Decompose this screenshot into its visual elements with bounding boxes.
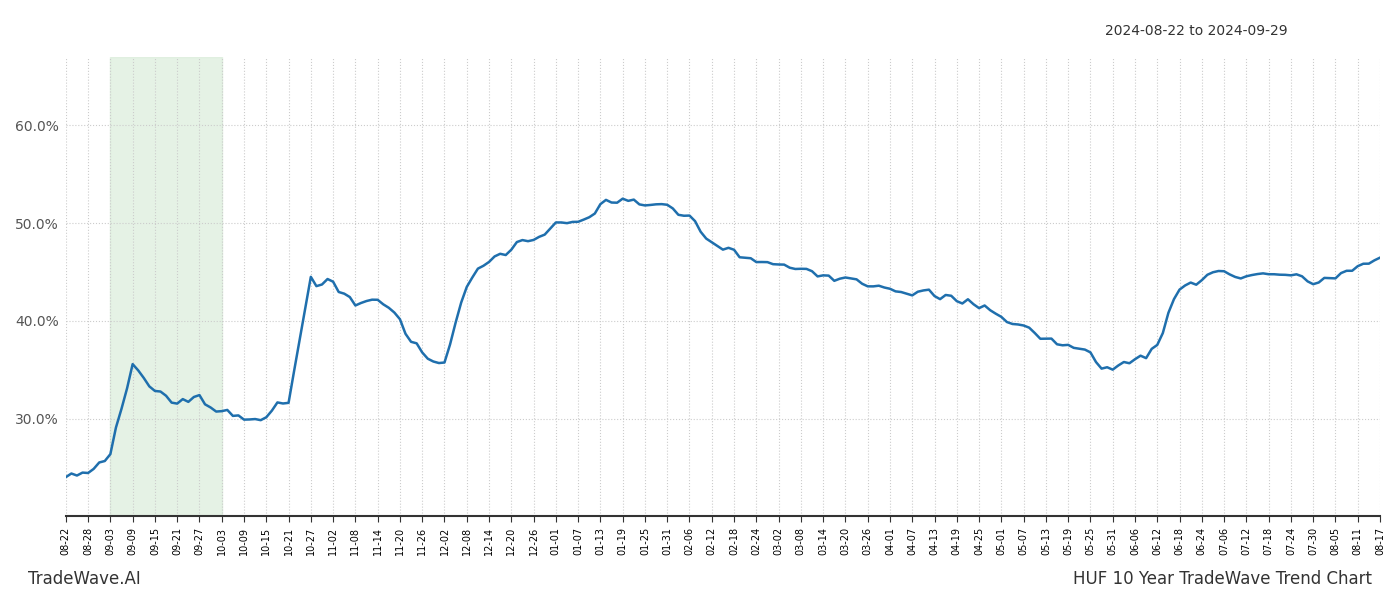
Bar xyxy=(111,57,221,516)
Text: TradeWave.AI: TradeWave.AI xyxy=(28,570,141,588)
Text: 2024-08-22 to 2024-09-29: 2024-08-22 to 2024-09-29 xyxy=(1106,24,1288,38)
Text: HUF 10 Year TradeWave Trend Chart: HUF 10 Year TradeWave Trend Chart xyxy=(1072,570,1372,588)
